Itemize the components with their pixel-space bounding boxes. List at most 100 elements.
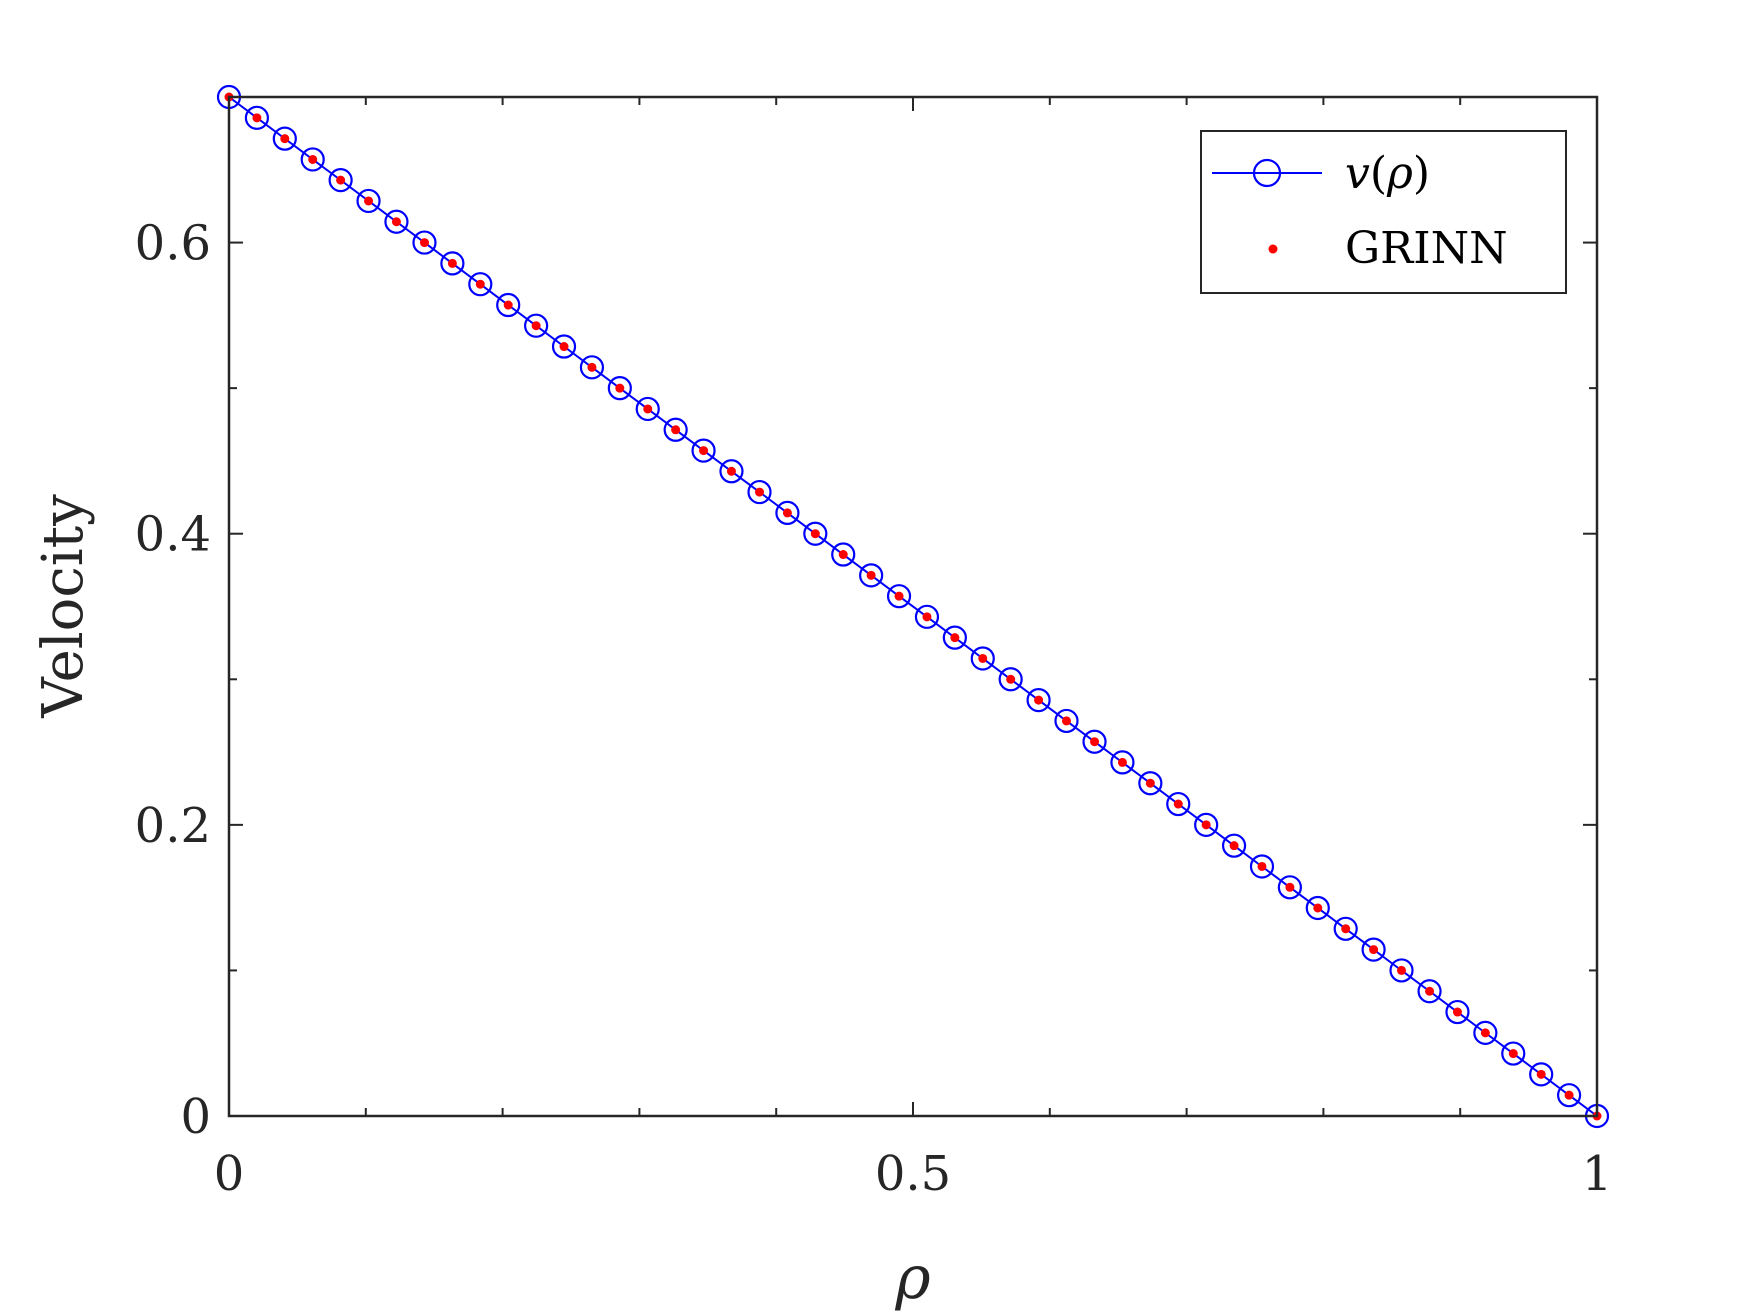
v-rho-marker (384, 209, 409, 234)
v-rho-marker (635, 396, 660, 422)
v-rho-marker (1026, 688, 1051, 713)
legend-label-arg: ρ (1386, 148, 1413, 199)
v-rho-marker (272, 126, 297, 151)
grinn-point (1536, 1069, 1546, 1079)
v-rho-marker (691, 438, 716, 463)
v-rho-marker (1556, 1083, 1582, 1108)
v-rho-marker (859, 563, 884, 588)
v-rho-marker (1529, 1062, 1554, 1087)
v-rho-marker (747, 479, 772, 505)
legend-label-open-paren: ( (1370, 148, 1387, 199)
grinn-point (866, 570, 876, 580)
v-rho-marker (914, 604, 940, 629)
tick-labels: 0 0.5 1 0 0.2 0.4 0.6 (135, 216, 1613, 1202)
grinn-point (755, 487, 765, 497)
grinn-point (280, 134, 290, 144)
grinn-point (1061, 716, 1071, 726)
v-rho-marker (1249, 854, 1275, 879)
v-rho-marker (244, 105, 270, 130)
series-line-v-rho (228, 96, 1598, 1117)
grinn-point (810, 529, 820, 539)
grinn-point (503, 300, 513, 310)
grinn-point (1201, 820, 1211, 830)
grinn-point (1285, 882, 1295, 892)
y-tick-label: 0 (180, 1089, 211, 1145)
v-rho-marker (1221, 833, 1247, 858)
legend-circle-marker (1252, 158, 1282, 188)
v-rho-marker (831, 542, 856, 567)
v-rho-marker (1277, 875, 1302, 900)
grinn-point (838, 550, 848, 560)
legend-label-v-rho: v(ρ) (1345, 148, 1430, 199)
v-rho-marker (970, 646, 995, 671)
v-rho-marker (1054, 708, 1079, 734)
v-rho-marker (1473, 1020, 1498, 1045)
axis-ticks (228, 97, 1598, 1117)
grinn-point (1397, 965, 1407, 975)
v-rho-marker (300, 147, 325, 172)
v-rho-marker (1166, 791, 1191, 817)
grinn-point (1090, 737, 1100, 747)
legend-label-grinn: GRINN (1345, 223, 1508, 274)
grinn-point (1564, 1090, 1574, 1100)
y-axis-title: Velocity (31, 494, 96, 719)
grinn-point (1452, 1007, 1462, 1017)
grinn-point (1257, 861, 1267, 871)
v-rho-marker (328, 168, 353, 193)
grinn-point (587, 362, 597, 372)
plot-series (216, 84, 1610, 1129)
v-rho-marker (803, 521, 828, 546)
v-rho-marker (1389, 958, 1414, 983)
v-rho-marker (1501, 1041, 1526, 1066)
v-rho-marker (719, 459, 744, 484)
v-rho-marker (1417, 979, 1442, 1004)
v-rho-marker (663, 417, 688, 442)
v-rho-marker (468, 272, 493, 297)
grinn-point (950, 633, 960, 643)
v-rho-marker (1361, 937, 1386, 962)
grinn-point (1480, 1028, 1490, 1038)
v-rho-marker (1305, 895, 1330, 921)
v-rho-marker (356, 188, 381, 214)
v-rho-marker (942, 625, 967, 650)
x-axis-title: ρ (894, 1243, 930, 1313)
grinn-point (391, 217, 401, 227)
grinn-point (978, 653, 988, 663)
grinn-point (922, 612, 932, 622)
v-rho-marker (1445, 999, 1470, 1025)
v-rho-marker (1082, 729, 1107, 754)
legend-dot-marker (1268, 244, 1278, 254)
v-rho-marker (440, 251, 465, 276)
v-rho-marker (607, 376, 632, 401)
v-rho-marker (998, 667, 1023, 692)
x-tick-label: 0.5 (875, 1146, 951, 1202)
grinn-point (671, 425, 681, 435)
grinn-point (894, 591, 904, 601)
y-tick-label: 0.6 (135, 216, 211, 272)
v-rho-marker (496, 292, 521, 318)
v-rho-marker (551, 334, 577, 359)
legend-box (1200, 130, 1567, 294)
v-rho-marker (524, 313, 549, 338)
grinn-point (1369, 945, 1379, 955)
grinn-point (447, 258, 457, 268)
grinn-point (615, 383, 625, 393)
grinn-point (782, 508, 792, 518)
grinn-point (1034, 695, 1044, 705)
grinn-point (1229, 841, 1239, 851)
grinn-point (1145, 778, 1155, 788)
v-rho-marker (1194, 812, 1219, 837)
grinn-point (699, 446, 709, 456)
grinn-point (475, 279, 485, 289)
plot-frame (227, 95, 1599, 1118)
grinn-point (308, 154, 318, 164)
v-rho-marker (1110, 750, 1135, 775)
grinn-point (531, 321, 541, 331)
grinn-point (1006, 674, 1016, 684)
grinn-point (1425, 986, 1435, 996)
v-rho-marker (886, 584, 912, 609)
grinn-point (1341, 924, 1351, 934)
y-tick-label: 0.2 (135, 798, 211, 854)
legend-label-close-paren: ) (1413, 148, 1430, 199)
